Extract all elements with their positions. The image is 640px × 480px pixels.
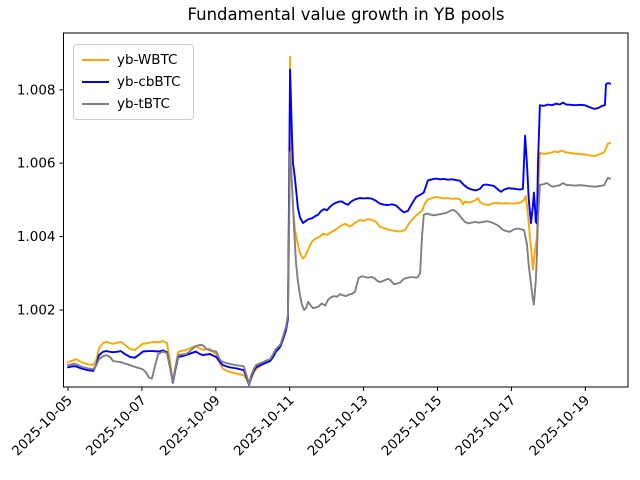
legend-label: yb-tBTC [117,96,170,112]
x-tick-label: 2025-10-17 [452,393,519,460]
legend-line-sample [82,59,109,61]
x-tick-label: 2025-10-13 [305,393,372,460]
plot-border [63,32,629,388]
legend-label: yb-WBTC [117,52,178,68]
y-tick-label: 1.008 [17,82,56,98]
legend-line-sample [82,103,109,105]
legend-entry-yb-cbBTC: yb-cbBTC [82,73,181,91]
chart-title: Fundamental value growth in YB pools [187,5,505,24]
x-tick-label: 2025-10-07 [83,393,150,460]
x-tick-label: 2025-10-19 [526,393,593,460]
y-tick-label: 1.006 [17,156,56,172]
y-tick-label: 1.002 [17,303,56,319]
legend: yb-WBTC yb-cbBTC yb-tBTC [73,44,194,120]
legend-entry-yb-tBTC: yb-tBTC [82,95,181,113]
x-tick-label: 2025-10-09 [157,393,224,460]
x-tick-label: 2025-10-15 [379,393,446,460]
legend-label: yb-cbBTC [117,74,181,90]
y-tick-label: 1.004 [17,229,56,245]
x-tick-label: 2025-10-05 [9,393,76,460]
legend-entry-yb-WBTC: yb-WBTC [82,51,181,69]
x-tick-label: 2025-10-11 [231,393,298,460]
legend-line-sample [82,81,109,83]
series-line-yb-tBTC [67,151,612,386]
